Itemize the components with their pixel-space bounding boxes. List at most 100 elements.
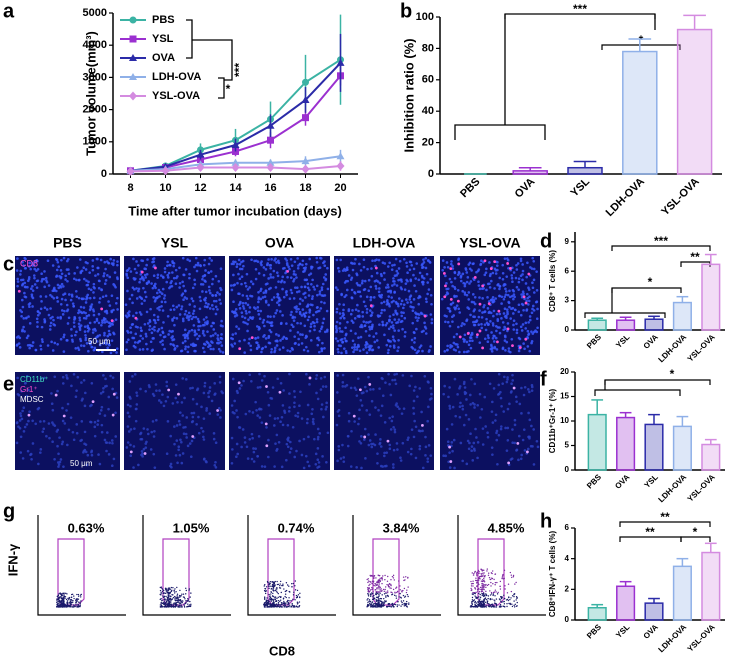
nucleus [145, 343, 148, 346]
event [408, 604, 409, 605]
nucleus [166, 385, 169, 388]
nucleus [196, 389, 199, 392]
nucleus [336, 424, 339, 427]
nucleus [477, 323, 480, 326]
nucleus [139, 335, 142, 338]
nucleus [350, 387, 353, 390]
nucleus [65, 409, 68, 412]
nucleus [501, 264, 504, 267]
nucleus [207, 396, 210, 399]
nucleus [447, 321, 450, 324]
nucleus [267, 304, 270, 307]
nucleus [365, 390, 368, 393]
nucleus [480, 327, 483, 330]
event [490, 598, 491, 599]
stain-dot [496, 340, 499, 343]
stain-dot [493, 260, 496, 263]
event [170, 604, 171, 605]
nucleus [207, 342, 210, 345]
nucleus [461, 290, 464, 293]
nucleus [398, 267, 401, 270]
event [399, 585, 400, 586]
nucleus [497, 326, 500, 329]
nucleus [533, 268, 536, 271]
event [378, 575, 379, 576]
event [483, 578, 484, 579]
stain-dot [144, 452, 147, 455]
nucleus [528, 419, 531, 422]
event [483, 606, 484, 607]
nucleus [152, 337, 155, 340]
scale-bar-label: 50 μm [70, 459, 93, 468]
nucleus [343, 317, 346, 320]
nucleus [424, 436, 427, 439]
nucleus [416, 395, 419, 398]
nucleus [390, 394, 393, 397]
nucleus [17, 280, 20, 283]
nucleus [487, 307, 490, 310]
nucleus [355, 308, 358, 311]
event [394, 604, 395, 605]
nucleus [136, 297, 139, 300]
nucleus [352, 321, 355, 324]
nucleus [267, 391, 270, 394]
nucleus [342, 374, 345, 377]
nucleus [514, 424, 517, 427]
nucleus [275, 333, 278, 336]
event [276, 591, 277, 592]
nucleus [157, 318, 160, 321]
nucleus [327, 288, 330, 291]
nucleus [451, 423, 454, 426]
significance: *** [654, 234, 668, 248]
nucleus [253, 460, 256, 463]
event [478, 599, 479, 600]
nucleus [495, 413, 498, 416]
nucleus [197, 328, 200, 331]
legend-label: YSL-OVA [152, 90, 200, 102]
nucleus [366, 308, 369, 311]
nucleus [381, 309, 384, 312]
nucleus [31, 285, 34, 288]
nucleus [142, 259, 145, 262]
event [378, 605, 379, 606]
y-tick-label: 0 [565, 465, 570, 474]
event [504, 606, 505, 607]
nucleus [357, 336, 360, 339]
event [475, 580, 476, 581]
nucleus [53, 288, 56, 291]
nucleus [175, 269, 178, 272]
nucleus [179, 423, 182, 426]
panel-letter: b [400, 0, 412, 22]
nucleus [392, 280, 395, 283]
event [405, 603, 406, 604]
event [273, 599, 274, 600]
nucleus [316, 306, 319, 309]
event [496, 606, 497, 607]
nucleus [78, 348, 81, 351]
nucleus [320, 307, 323, 310]
nucleus [464, 333, 467, 336]
event [515, 599, 516, 600]
event [288, 597, 289, 598]
nucleus [449, 278, 452, 281]
nucleus [443, 350, 446, 353]
nucleus [485, 289, 488, 292]
event [80, 605, 81, 606]
nucleus [45, 435, 48, 438]
nucleus [239, 307, 242, 310]
nucleus [510, 382, 513, 385]
nucleus [392, 466, 395, 469]
nucleus [395, 270, 398, 273]
y-tick-label: 6 [565, 523, 570, 532]
event [63, 606, 64, 607]
nucleus [166, 261, 169, 264]
stain-dot [450, 298, 453, 301]
stain-dot [238, 381, 241, 384]
nucleus [505, 290, 508, 293]
event [268, 588, 269, 589]
nucleus [484, 337, 487, 340]
nucleus [350, 296, 353, 299]
marker [302, 165, 310, 174]
nucleus [358, 409, 361, 412]
nucleus [267, 439, 270, 442]
